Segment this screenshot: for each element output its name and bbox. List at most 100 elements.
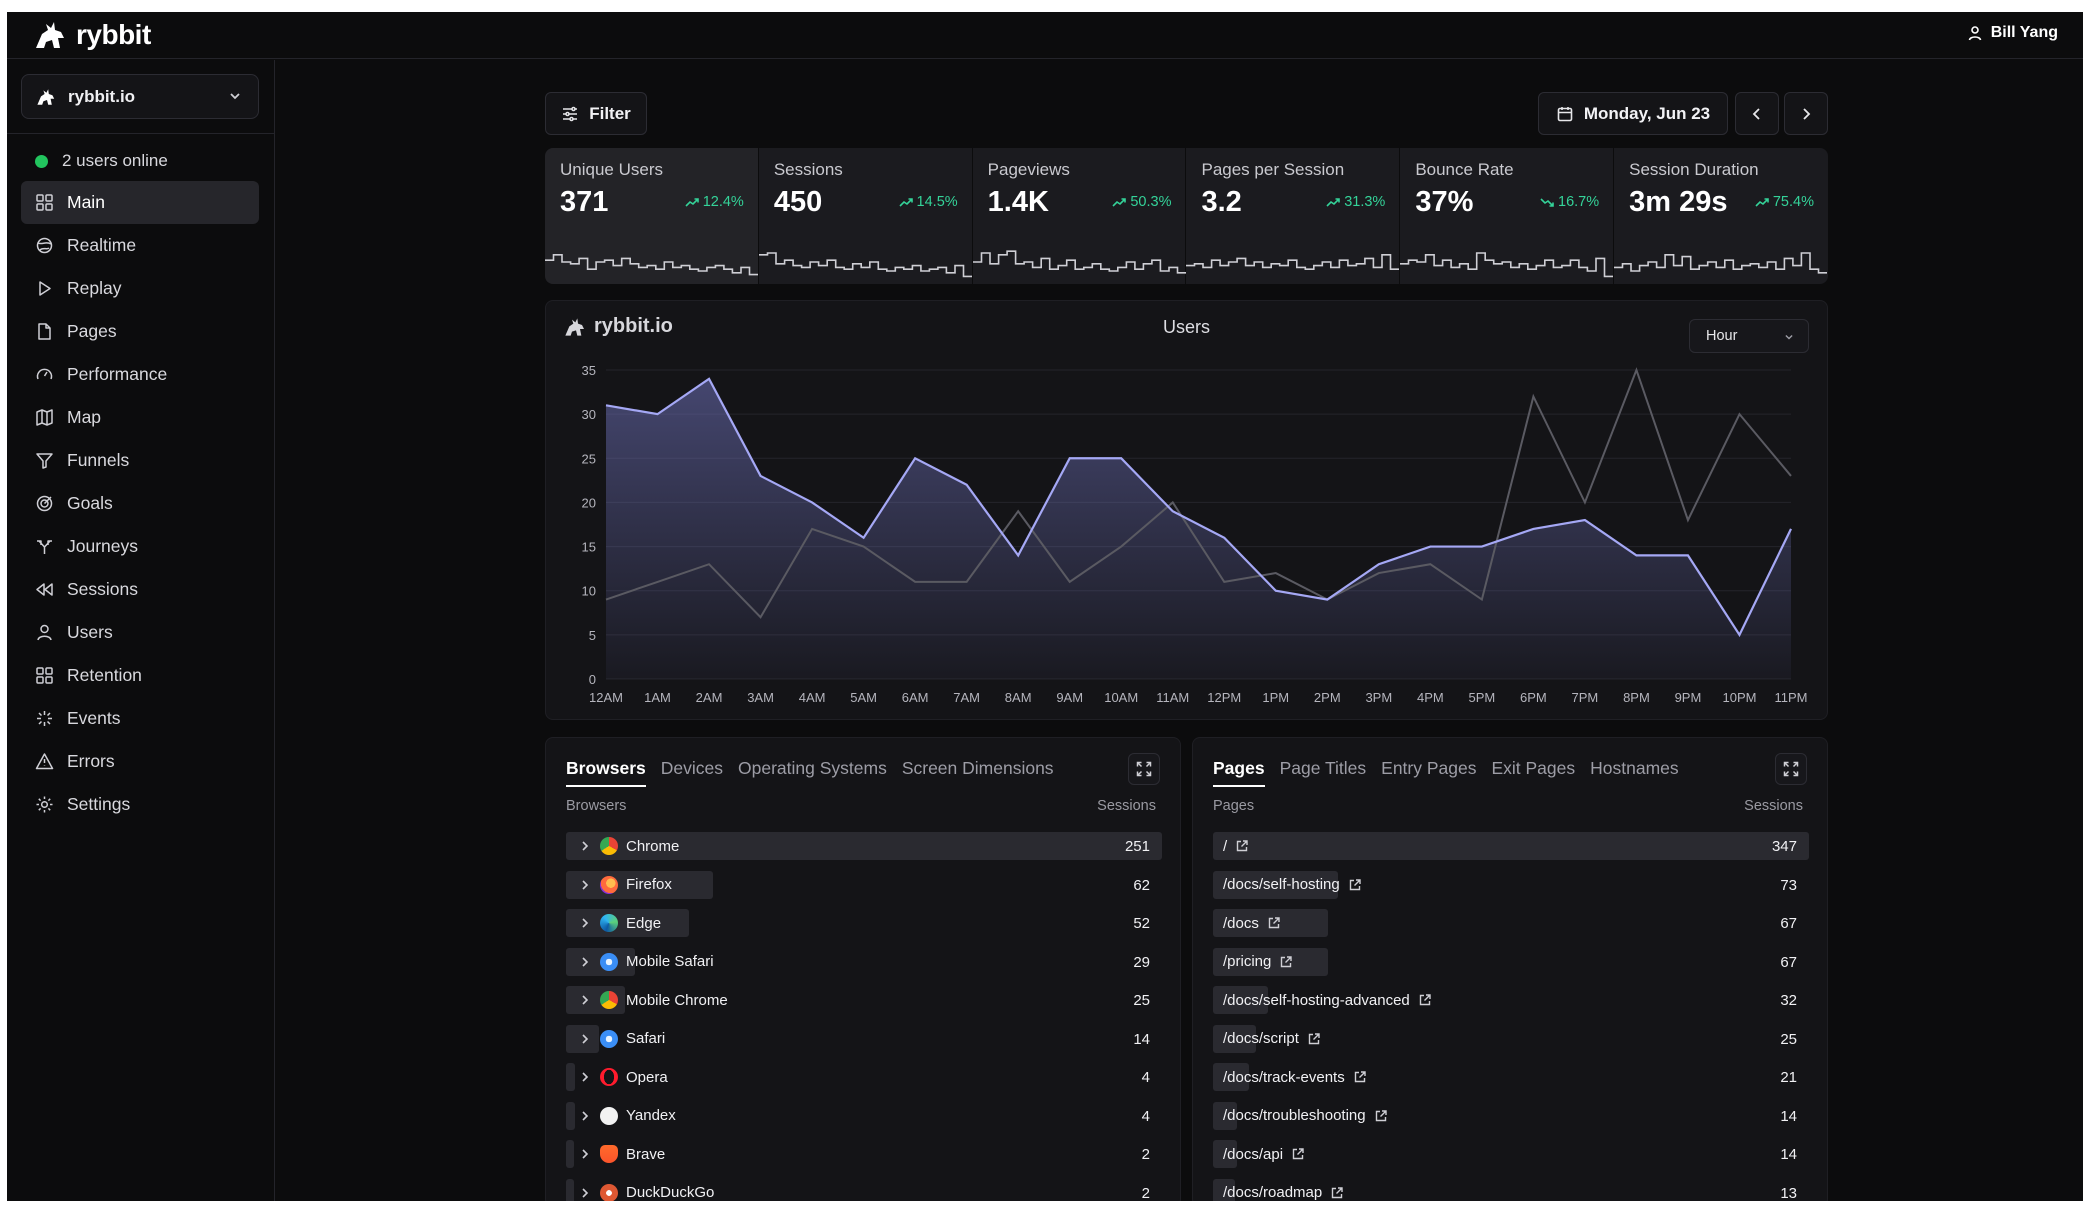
- page-row[interactable]: /docs/roadmap 13: [1213, 1174, 1807, 1201]
- sidebar-item-errors[interactable]: Errors: [21, 740, 259, 783]
- x-tick-label: 6AM: [902, 690, 929, 705]
- browser-row[interactable]: Mobile Chrome 25: [566, 981, 1160, 1020]
- series-current-line: [605, 377, 1792, 638]
- external-link-icon[interactable]: [1353, 1070, 1367, 1084]
- browser-row[interactable]: Mobile Safari 29: [566, 943, 1160, 982]
- chevron-right-icon[interactable]: [578, 1186, 592, 1200]
- stat-card-sessions[interactable]: Sessions 450 14.5%: [758, 148, 973, 284]
- chevron-right-icon[interactable]: [578, 916, 592, 930]
- sidebar-item-funnels[interactable]: Funnels: [21, 439, 259, 482]
- chevron-right-icon[interactable]: [578, 1032, 592, 1046]
- chevron-down-icon: [1785, 334, 1793, 340]
- stat-card-pageviews[interactable]: Pageviews 1.4K 50.3%: [972, 148, 1187, 284]
- external-link-icon[interactable]: [1348, 878, 1362, 892]
- chevron-right-icon[interactable]: [578, 993, 592, 1007]
- browser-row[interactable]: Safari 14: [566, 1020, 1160, 1059]
- chrome-icon: [600, 991, 618, 1010]
- chevron-right-icon[interactable]: [578, 878, 592, 892]
- sidebar-item-label: Funnels: [67, 450, 130, 470]
- sidebar-item-label: Performance: [67, 364, 168, 384]
- stat-card-pages-per-session[interactable]: Pages per Session 3.2 31.3%: [1186, 148, 1401, 284]
- stat-card-session-duration[interactable]: Session Duration 3m 29s 75.4%: [1614, 148, 1828, 284]
- external-link-icon[interactable]: [1235, 839, 1249, 853]
- x-tick-label: 6PM: [1520, 690, 1547, 705]
- previous-day-button[interactable]: [1735, 92, 1779, 135]
- sidebar-item-goals[interactable]: Goals: [21, 482, 259, 525]
- expand-browsers-button[interactable]: [1128, 753, 1160, 785]
- next-day-button[interactable]: [1784, 92, 1828, 135]
- page-row[interactable]: /docs/track-events 21: [1213, 1058, 1807, 1097]
- chevron-right-icon[interactable]: [578, 955, 592, 969]
- browser-row[interactable]: Chrome 251: [566, 827, 1162, 866]
- user-menu[interactable]: Bill Yang: [1967, 24, 2058, 42]
- chevron-right-icon[interactable]: [578, 1070, 592, 1084]
- site-selector[interactable]: rybbit.io: [21, 74, 259, 119]
- tab-exit-pages[interactable]: Exit Pages: [1491, 758, 1576, 778]
- browser-row[interactable]: Yandex 4: [566, 1097, 1160, 1136]
- external-link-icon[interactable]: [1279, 955, 1293, 969]
- sidebar-item-retention[interactable]: Retention: [21, 654, 259, 697]
- sidebar-item-label: Retention: [67, 665, 142, 685]
- tab-screen-dimensions[interactable]: Screen Dimensions: [901, 758, 1054, 778]
- page-row[interactable]: /docs/self-hosting 73: [1213, 866, 1807, 905]
- sidebar-item-pages[interactable]: Pages: [21, 310, 259, 353]
- sidebar-item-performance[interactable]: Performance: [21, 353, 259, 396]
- sidebar-item-settings[interactable]: Settings: [21, 783, 259, 826]
- browser-row[interactable]: Brave 2: [566, 1135, 1160, 1174]
- browser-row[interactable]: Firefox 62: [566, 866, 1160, 905]
- page-row[interactable]: /docs/self-hosting-advanced 32: [1213, 981, 1807, 1020]
- pages-col-name: Pages: [1213, 798, 1255, 814]
- tab-browsers[interactable]: Browsers: [566, 758, 646, 787]
- browser-row[interactable]: Edge 52: [566, 904, 1160, 943]
- external-link-icon[interactable]: [1374, 1109, 1388, 1123]
- stat-card-unique-users[interactable]: Unique Users 371 12.4%: [545, 148, 759, 284]
- external-link-icon[interactable]: [1418, 993, 1432, 1007]
- tab-devices[interactable]: Devices: [660, 758, 724, 778]
- sidebar-item-map[interactable]: Map: [21, 396, 259, 439]
- brand-logo[interactable]: rybbit: [34, 17, 151, 53]
- date-picker-button[interactable]: Monday, Jun 23: [1538, 92, 1728, 135]
- page-row[interactable]: /docs/script 25: [1213, 1020, 1807, 1059]
- chevron-right-icon[interactable]: [578, 1109, 592, 1123]
- filter-button[interactable]: Filter: [545, 92, 647, 135]
- sidebar-item-realtime[interactable]: Realtime: [21, 224, 259, 267]
- page-row[interactable]: /docs/troubleshooting 14: [1213, 1097, 1807, 1136]
- stat-card-bounce-rate[interactable]: Bounce Rate 37% 16.7%: [1400, 148, 1615, 284]
- chevron-right-icon[interactable]: [578, 839, 592, 853]
- page-row[interactable]: /docs 67: [1213, 904, 1807, 943]
- sidebar-item-events[interactable]: Events: [21, 697, 259, 740]
- page-row[interactable]: /docs/api 14: [1213, 1135, 1807, 1174]
- stat-change-value: 31.3%: [1344, 194, 1386, 210]
- page-row[interactable]: / 347: [1213, 827, 1809, 866]
- external-link-icon[interactable]: [1291, 1147, 1305, 1161]
- interval-select[interactable]: Hour: [1689, 319, 1809, 353]
- tab-pages[interactable]: Pages: [1213, 758, 1265, 787]
- external-link-icon[interactable]: [1307, 1032, 1321, 1046]
- row-count: 251: [1124, 838, 1150, 855]
- external-link-icon[interactable]: [1330, 1186, 1344, 1200]
- tab-hostnames[interactable]: Hostnames: [1590, 758, 1679, 778]
- tab-operating-systems[interactable]: Operating Systems: [738, 758, 887, 778]
- sidebar-item-replay[interactable]: Replay: [21, 267, 259, 310]
- sidebar-item-main[interactable]: Main: [21, 181, 259, 224]
- sidebar-item-label: Users: [67, 622, 113, 642]
- sidebar-item-sessions[interactable]: Sessions: [21, 568, 259, 611]
- online-dot-icon: [35, 154, 48, 168]
- external-link-icon[interactable]: [1267, 916, 1281, 930]
- sidebar-item-journeys[interactable]: Journeys: [21, 525, 259, 568]
- browser-name: Yandex: [626, 1107, 676, 1125]
- tab-page-titles[interactable]: Page Titles: [1279, 758, 1367, 778]
- sidebar-item-users[interactable]: Users: [21, 611, 259, 654]
- stat-label: Bounce Rate: [1415, 160, 1514, 179]
- pages-panel: Pages Page Titles Entry Pages Exit Pages Hos…: [1192, 737, 1828, 1201]
- stat-change-value: 16.7%: [1558, 194, 1600, 210]
- page-row[interactable]: /pricing 67: [1213, 943, 1807, 982]
- stat-value: 450: [773, 186, 823, 218]
- x-tick-label: 1PM: [1262, 690, 1289, 705]
- tab-entry-pages[interactable]: Entry Pages: [1381, 758, 1477, 778]
- browser-row[interactable]: DuckDuckGo 2: [566, 1174, 1160, 1201]
- expand-pages-button[interactable]: [1775, 753, 1807, 785]
- browser-row[interactable]: Opera 4: [566, 1058, 1160, 1097]
- chevron-right-icon[interactable]: [578, 1147, 592, 1161]
- users-chart-card: 0 5 10 15 20 25 30 35 12AM 1AM 2AM 3AM 4AM 5AM 6AM 7AM 8…: [545, 300, 1828, 720]
